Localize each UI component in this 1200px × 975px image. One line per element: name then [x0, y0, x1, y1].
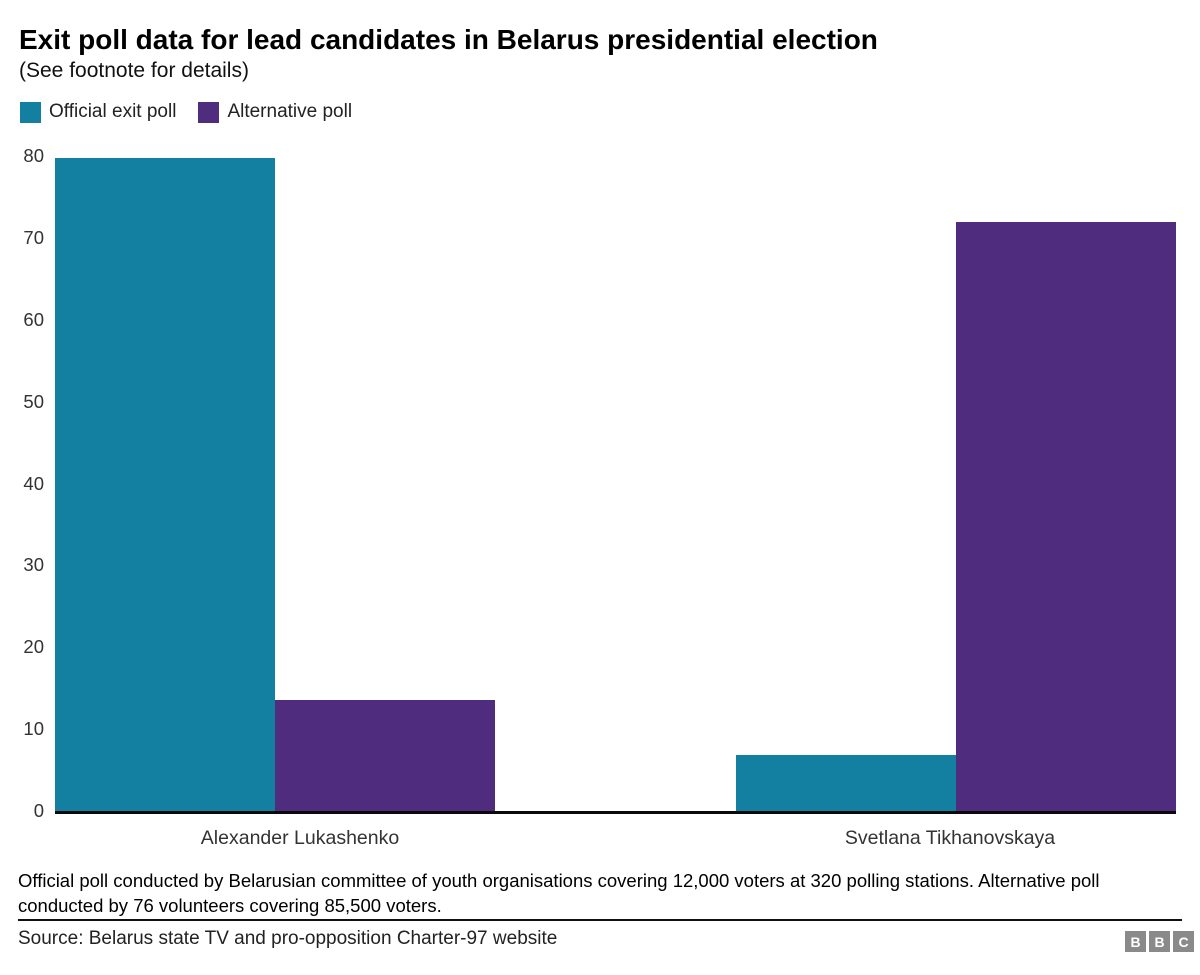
- bar-official-exit-poll-svetlana-tikhanovskaya: [736, 755, 956, 811]
- y-tick-label-10: 10: [23, 718, 44, 740]
- bar-alternative-poll-alexander-lukashenko: [275, 699, 495, 811]
- chart-title: Exit poll data for lead candidates in Be…: [19, 24, 878, 55]
- chart-subtitle: (See footnote for details): [19, 59, 249, 82]
- plot-area: [55, 156, 1176, 811]
- y-tick-label-60: 60: [23, 308, 44, 330]
- y-tick-label-30: 30: [23, 554, 44, 576]
- legend-swatch-alternative: [198, 101, 220, 123]
- y-tick-label-40: 40: [23, 472, 44, 494]
- footer-divider: [18, 919, 1182, 921]
- y-tick-label-70: 70: [23, 226, 44, 248]
- legend: Official exit poll Alternative poll: [20, 101, 352, 123]
- bbc-logo: B B C: [1125, 931, 1194, 952]
- y-tick-label-0: 0: [33, 800, 44, 821]
- x-axis-line: [55, 811, 1176, 814]
- bbc-logo-block: B: [1149, 931, 1170, 952]
- y-tick-label-80: 80: [23, 145, 44, 166]
- legend-label-official: Official exit poll: [49, 101, 177, 122]
- footnote: Official poll conducted by Belarusian co…: [18, 870, 1100, 916]
- legend-label-alternative: Alternative poll: [227, 101, 353, 122]
- category-label-tikhanovskaya: Svetlana Tikhanovskaya: [844, 827, 1056, 849]
- bbc-logo-block: B: [1125, 931, 1146, 952]
- legend-item-official: Official exit poll: [20, 101, 176, 123]
- y-tick-label-50: 50: [23, 390, 44, 412]
- bar-alternative-poll-svetlana-tikhanovskaya: [956, 221, 1176, 811]
- legend-swatch-official: [20, 101, 41, 123]
- source-text: Source: Belarus state TV and pro-opposit…: [18, 928, 558, 949]
- legend-item-alternative: Alternative poll: [198, 101, 352, 123]
- y-tick-label-20: 20: [23, 636, 44, 658]
- bbc-logo-block: C: [1173, 931, 1194, 952]
- category-label-lukashenko: Alexander Lukashenko: [200, 827, 400, 849]
- bar-official-exit-poll-alexander-lukashenko: [55, 158, 275, 811]
